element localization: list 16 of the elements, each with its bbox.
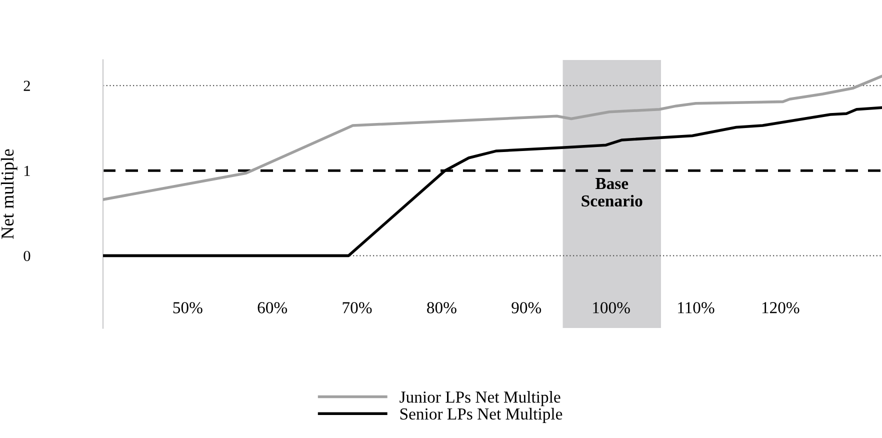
x-tick-label: 110% [678,302,714,314]
x-tick-label: 100% [593,302,630,314]
band-label: Base Scenario [582,178,642,207]
legend-label: Senior LPs Net Multiple [400,408,562,423]
legend-label: Junior LPs Net Multiple [400,391,560,406]
x-tick-label: 90% [512,302,542,314]
line-series [103,106,882,258]
y-tick-label: 2 [24,80,30,91]
x-tick-label: 70% [342,302,372,314]
y-axis-title: Net multiple [0,149,18,239]
y-tick-label: 0 [24,250,30,262]
x-tick-label: 80% [427,302,456,314]
x-tick-label: 120% [762,302,800,314]
x-tick-label: 60% [258,302,288,314]
y-tick-label: 1 [24,166,30,176]
x-tick-label: 50% [173,302,202,314]
